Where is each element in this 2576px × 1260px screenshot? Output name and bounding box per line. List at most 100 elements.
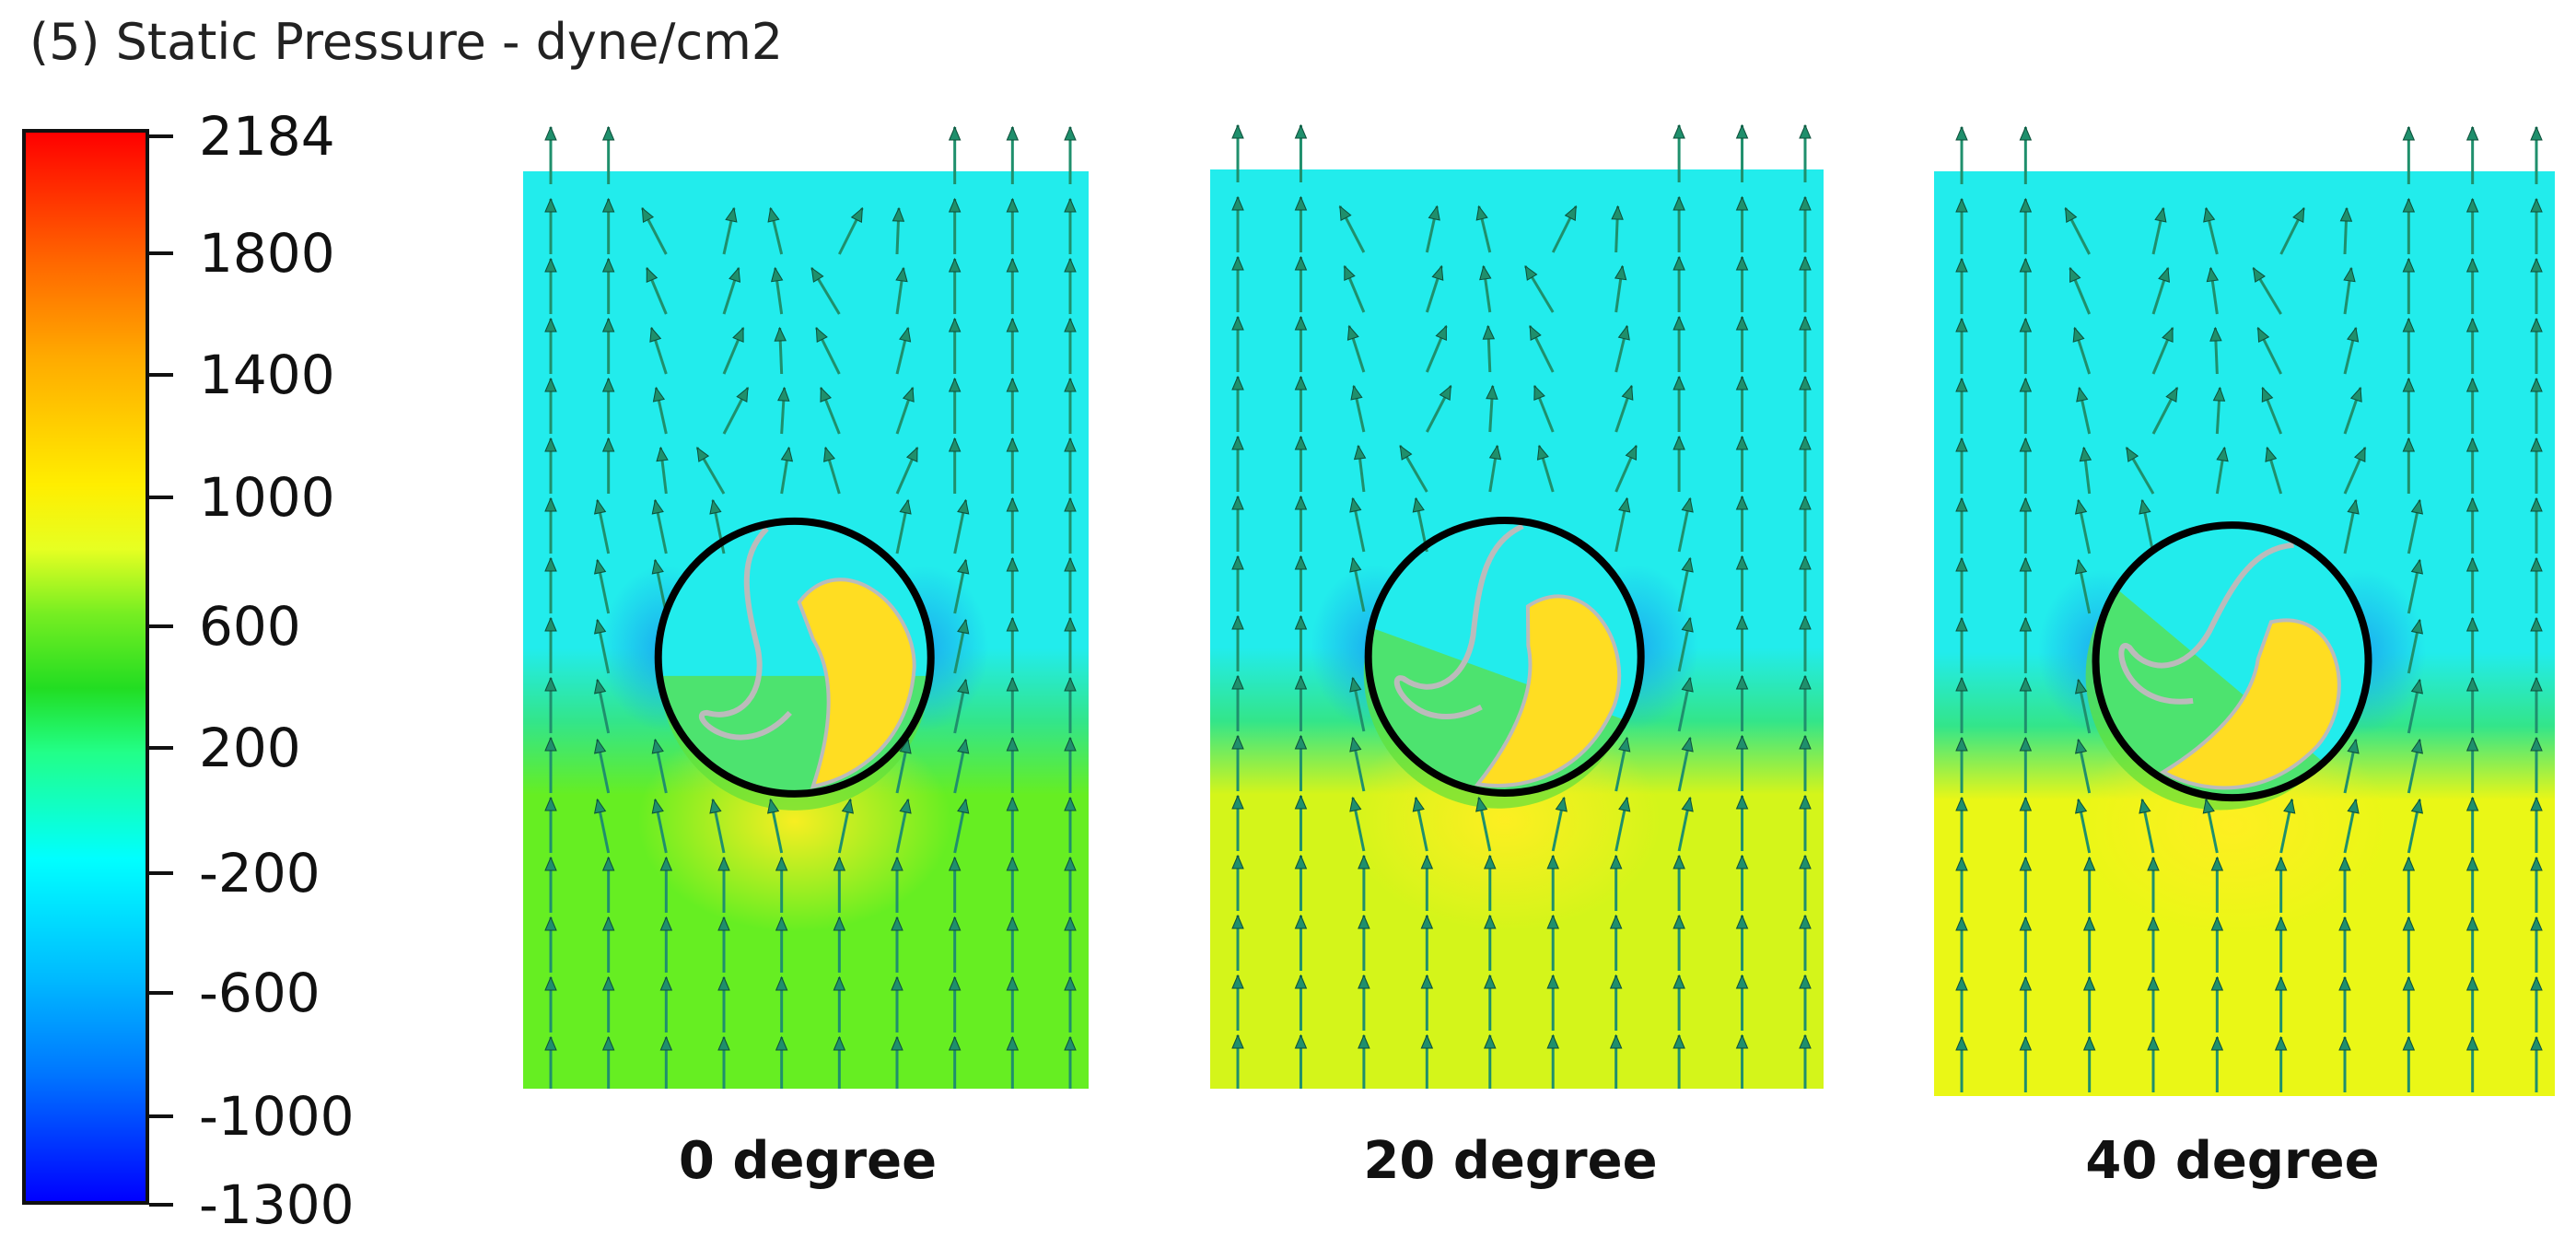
velocity-arrow [544,856,557,913]
velocity-arrow [1231,914,1244,971]
velocity-arrow [593,558,611,614]
velocity-arrow [775,916,788,973]
velocity-arrow [2465,1035,2479,1092]
velocity-arrow [1064,437,1077,494]
velocity-arrow [1486,384,1498,433]
velocity-arrow [2019,437,2033,494]
velocity-arrow [1673,854,1685,911]
velocity-arrow [601,257,615,314]
velocity-arrow [1799,1033,1812,1089]
velocity-arrow [1735,854,1749,911]
velocity-arrow [544,197,557,254]
velocity-arrow [1673,315,1685,372]
velocity-arrow [2215,446,2229,495]
velocity-arrow [2019,975,2033,1032]
velocity-arrow [895,386,915,435]
velocity-arrow [1006,1035,1020,1089]
velocity-arrow [2019,736,2033,793]
velocity-arrow [659,856,673,913]
velocity-arrow [2407,678,2424,734]
velocity-arrow [891,975,903,1032]
velocity-arrow [1673,375,1685,432]
velocity-arrow [1353,444,1367,493]
colorbar-tick-label: -600 [199,962,321,1024]
velocity-arrow [2530,556,2543,613]
velocity-arrow [1231,674,1244,731]
velocity-arrow [837,798,855,854]
contour-panel [523,125,1089,1089]
velocity-arrow [1231,854,1244,911]
colorbar-tick-label: 1400 [199,344,335,406]
velocity-arrow [544,496,557,554]
velocity-arrow [2465,377,2479,434]
velocity-arrow [2074,738,2092,794]
velocity-arrow [1546,1033,1559,1089]
velocity-arrow [2343,386,2362,435]
velocity-arrow [1420,914,1434,971]
velocity-arrow [1231,554,1244,612]
colorbar-tick-label: -1300 [199,1173,355,1236]
velocity-arrow [1006,317,1020,374]
velocity-arrow [1955,125,1968,184]
velocity-arrow [1479,264,1492,313]
velocity-arrow [601,437,615,494]
velocity-arrow [1231,375,1244,432]
velocity-arrow [1673,195,1685,252]
velocity-arrow [593,798,611,854]
velocity-arrow [1399,444,1428,493]
velocity-arrow [2074,498,2092,554]
velocity-arrow [1064,197,1077,254]
velocity-arrow [780,446,794,495]
velocity-arrow [2338,856,2351,913]
velocity-arrow [1546,974,1559,1031]
velocity-arrow [833,856,846,913]
velocity-arrow [2274,975,2288,1032]
velocity-arrow [953,678,970,734]
velocity-arrow [649,326,668,375]
velocity-arrow [1343,264,1366,313]
velocity-arrow [1294,1033,1308,1089]
colorbar-tick-label: 2184 [199,105,335,168]
velocity-arrow [601,377,615,434]
velocity-arrow [2210,1035,2224,1092]
velocity-arrow [1528,324,1555,373]
velocity-arrow [2465,916,2479,973]
velocity-arrow [717,916,730,973]
velocity-arrow [2530,377,2543,434]
velocity-arrow [1231,123,1244,182]
velocity-arrow [2530,676,2543,733]
velocity-arrow [1523,264,1555,313]
velocity-arrow [775,856,788,913]
velocity-arrow [2530,616,2543,673]
velocity-arrow [1006,197,1020,254]
velocity-arrow [948,317,962,374]
velocity-vectors [1955,125,2543,1092]
velocity-arrow [2202,798,2219,854]
velocity-arrow [1338,204,1366,253]
velocity-arrow [1735,974,1749,1031]
velocity-arrow [2019,916,2033,973]
velocity-arrow [948,916,962,973]
velocity-arrow [1677,616,1694,672]
velocity-arrow [1735,794,1749,851]
velocity-arrow [2082,916,2096,973]
velocity-arrow [2139,498,2155,554]
velocity-arrow [1350,384,1366,433]
velocity-arrow [1799,375,1812,432]
velocity-arrow [1955,616,1968,673]
rotor-outline [1364,516,1645,797]
velocity-arrow [2019,616,2033,673]
velocity-arrow [1426,384,1452,433]
velocity-arrow [2338,975,2351,1032]
velocity-arrow [1673,914,1685,971]
velocity-arrow [1799,674,1812,731]
velocity-arrow [1358,1033,1370,1089]
velocity-arrow [2530,317,2543,374]
velocity-arrow [2265,446,2283,495]
velocity-arrow [948,197,962,254]
velocity-arrow [1955,257,1968,314]
colorbar-tick [149,496,173,499]
velocity-arrow [2402,916,2416,973]
velocity-arrow [2530,975,2543,1032]
velocity-arrow [1955,317,1968,374]
